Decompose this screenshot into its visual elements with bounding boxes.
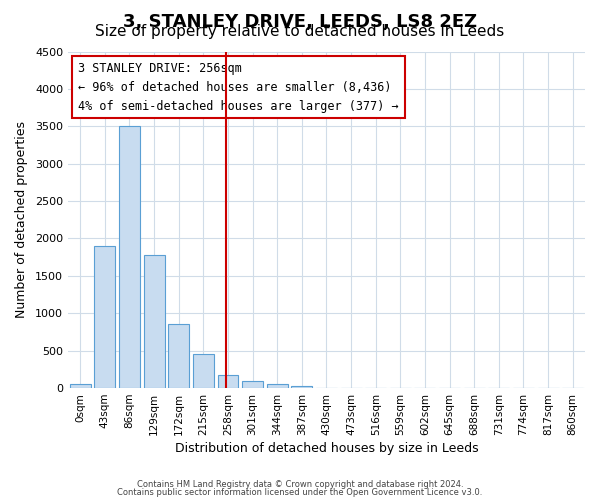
Text: 3, STANLEY DRIVE, LEEDS, LS8 2EZ: 3, STANLEY DRIVE, LEEDS, LS8 2EZ bbox=[123, 12, 477, 30]
Text: 3 STANLEY DRIVE: 256sqm
← 96% of detached houses are smaller (8,436)
4% of semi-: 3 STANLEY DRIVE: 256sqm ← 96% of detache… bbox=[78, 62, 399, 112]
Bar bbox=[94, 246, 115, 388]
Text: Contains public sector information licensed under the Open Government Licence v3: Contains public sector information licen… bbox=[118, 488, 482, 497]
Bar bbox=[218, 375, 238, 388]
Bar bbox=[168, 324, 189, 388]
Bar bbox=[119, 126, 140, 388]
Text: Size of property relative to detached houses in Leeds: Size of property relative to detached ho… bbox=[95, 24, 505, 39]
Text: Contains HM Land Registry data © Crown copyright and database right 2024.: Contains HM Land Registry data © Crown c… bbox=[137, 480, 463, 489]
Bar bbox=[143, 255, 164, 388]
Bar bbox=[70, 384, 91, 388]
Bar bbox=[242, 380, 263, 388]
X-axis label: Distribution of detached houses by size in Leeds: Distribution of detached houses by size … bbox=[175, 442, 478, 455]
Bar bbox=[267, 384, 287, 388]
Bar bbox=[193, 354, 214, 388]
Y-axis label: Number of detached properties: Number of detached properties bbox=[15, 122, 28, 318]
Bar bbox=[292, 386, 313, 388]
